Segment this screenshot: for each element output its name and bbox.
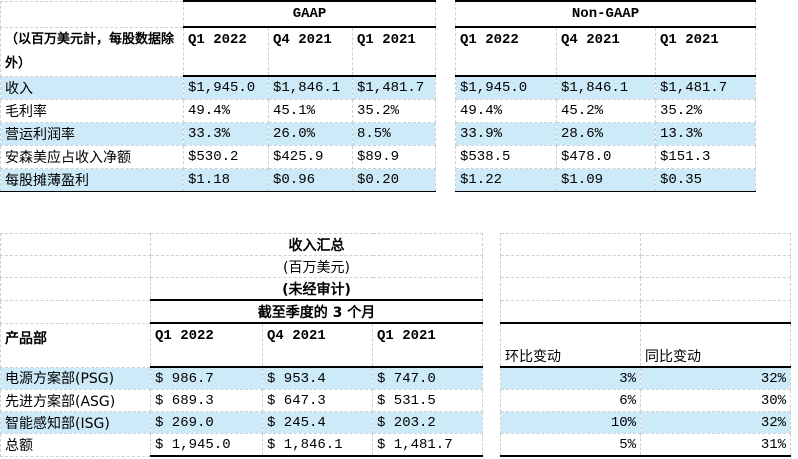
revenue-summary-table: 收入汇总 (百万美元) (未经审计) 截至季度的 3 个月 产品部 Q1 202… (0, 233, 792, 457)
row-label: 安森美应占收入净额 (0, 145, 184, 169)
qoq-value: 6% (500, 389, 642, 412)
table-row: 每股摊薄盈利 $1.18 $0.96 $0.20 $1.22 $1.09 $0.35 (0, 168, 756, 192)
nongaap-header: Non-GAAP (455, 0, 756, 28)
revenue-value: $ 531.5 (371, 389, 484, 412)
gaap-value: $1,846.1 (268, 75, 353, 100)
gaap-value: 33.3% (183, 122, 269, 146)
nongaap-period-2: Q4 2021 (556, 26, 656, 77)
qoq-value: 5% (500, 433, 642, 457)
qoq-value: 10% (500, 411, 642, 434)
gaap-period-3: Q1 2021 (352, 26, 436, 77)
table-row: 安森美应占收入净额 $530.2 $425.9 $89.9 $538.5 $478.0 $1… (0, 145, 756, 169)
gaap-value: 8.5% (352, 122, 436, 146)
period-2: Q4 2021 (262, 322, 373, 368)
revenue-value: $ 269.0 (150, 411, 263, 434)
revenue-value: $ 1,945.0 (150, 433, 263, 457)
segment-label: 总额 (0, 433, 151, 457)
nongaap-value: $1,945.0 (455, 75, 557, 100)
gap-cell (435, 122, 456, 146)
segment-label: 电源方案部(PSG) (0, 366, 151, 390)
table-row: 智能感知部(ISG) $ 269.0 $ 245.4 $ 203.2 10% 32% (0, 411, 792, 434)
segment-label: 先进方案部(ASG) (0, 389, 151, 412)
qoq-header: 环比变动 (500, 322, 642, 368)
row-label: 收入 (0, 75, 184, 100)
nongaap-value: $1,481.7 (655, 75, 756, 100)
nongaap-value: $478.0 (556, 145, 656, 169)
gap-cell (482, 389, 502, 412)
gaap-period-2: Q4 2021 (268, 26, 353, 77)
summary-unaudited: (未经审计) (149, 277, 484, 301)
yoy-value: 30% (640, 389, 792, 412)
row-label: 营运利润率 (0, 122, 184, 146)
gap-cell (482, 411, 502, 434)
row-label: 每股摊薄盈利 (0, 168, 184, 192)
nongaap-value: 33.9% (455, 122, 557, 146)
gap-cell (435, 99, 456, 123)
gaap-value: 35.2% (352, 99, 436, 123)
table-row: 总额 $ 1,945.0 $ 1,846.1 $ 1,481.7 5% 31% (0, 433, 792, 457)
revenue-value: $ 1,481.7 (371, 433, 484, 457)
gap-cell (482, 367, 502, 390)
revenue-value: $ 1,846.1 (262, 433, 373, 457)
revenue-value: $ 986.7 (150, 366, 263, 390)
summary-title: 收入汇总 (149, 233, 484, 256)
period-3: Q1 2021 (371, 322, 484, 368)
gaap-period-1: Q1 2022 (183, 26, 269, 77)
table-row: 营运利润率 33.3% 26.0% 8.5% 33.9% 28.6% 13.3% (0, 122, 756, 146)
nongaap-value: 49.4% (455, 99, 557, 123)
nongaap-value: 45.2% (556, 99, 656, 123)
revenue-value: $ 203.2 (371, 411, 484, 434)
yoy-value: 32% (640, 411, 792, 434)
corner-cell (0, 0, 184, 28)
gap-cell (435, 76, 456, 100)
segment-label: 智能感知部(ISG) (0, 411, 151, 434)
gaap-value: $89.9 (352, 145, 436, 169)
nongaap-value: $538.5 (455, 145, 557, 169)
gaap-value: $1,945.0 (183, 75, 269, 100)
yoy-header: 同比变动 (640, 322, 792, 368)
segment-header: 产品部 (0, 322, 151, 368)
gaap-value: $530.2 (183, 145, 269, 169)
table-row: 毛利率 49.4% 45.1% 35.2% 49.4% 45.2% 35.2% (0, 99, 756, 123)
revenue-value: $ 747.0 (371, 366, 484, 390)
revenue-value: $ 245.4 (262, 411, 373, 434)
qoq-value: 3% (500, 366, 642, 390)
nongaap-period-1: Q1 2022 (455, 26, 557, 77)
revenue-value: $ 953.4 (262, 366, 373, 390)
revenue-value: $ 647.3 (262, 389, 373, 412)
financial-highlights-table: GAAP Non-GAAP （以百万美元計，每股数据除外） Q1 2022 Q4… (0, 0, 756, 192)
gap-cell (482, 433, 502, 456)
gap-cell (435, 145, 456, 169)
gaap-header: GAAP (183, 0, 436, 28)
gaap-value: $0.20 (352, 168, 436, 192)
nongaap-period-3: Q1 2021 (655, 26, 756, 77)
nongaap-value: $1.22 (455, 168, 557, 192)
nongaap-value: 13.3% (655, 122, 756, 146)
row-label: 毛利率 (0, 99, 184, 123)
gaap-value: $425.9 (268, 145, 353, 169)
nongaap-value: $1.09 (556, 168, 656, 192)
nongaap-value: $151.3 (655, 145, 756, 169)
revenue-value: $ 689.3 (150, 389, 263, 412)
gaap-value: 26.0% (268, 122, 353, 146)
table-row: 收入 $1,945.0 $1,846.1 $1,481.7 $1,945.0 $1,846… (0, 75, 756, 100)
nongaap-value: 35.2% (655, 99, 756, 123)
gaap-value: $1.18 (183, 168, 269, 192)
summary-unit: (百万美元) (149, 255, 484, 278)
gaap-value: 49.4% (183, 99, 269, 123)
table-row: 先进方案部(ASG) $ 689.3 $ 647.3 $ 531.5 6% 30% (0, 389, 792, 412)
yoy-value: 32% (640, 366, 792, 390)
period-1: Q1 2022 (150, 322, 263, 368)
nongaap-value: $0.35 (655, 168, 756, 192)
period-header: 截至季度的 3 个月 (149, 299, 484, 324)
gaap-value: 45.1% (268, 99, 353, 123)
table-row: 电源方案部(PSG) $ 986.7 $ 953.4 $ 747.0 3% 32% (0, 366, 792, 390)
gaap-value: $1,481.7 (352, 75, 436, 100)
gap-cell (435, 168, 456, 192)
unit-note: （以百万美元計，每股数据除外） (0, 26, 184, 77)
gaap-value: $0.96 (268, 168, 353, 192)
nongaap-value: $1,846.1 (556, 75, 656, 100)
nongaap-value: 28.6% (556, 122, 656, 146)
yoy-value: 31% (640, 433, 792, 457)
